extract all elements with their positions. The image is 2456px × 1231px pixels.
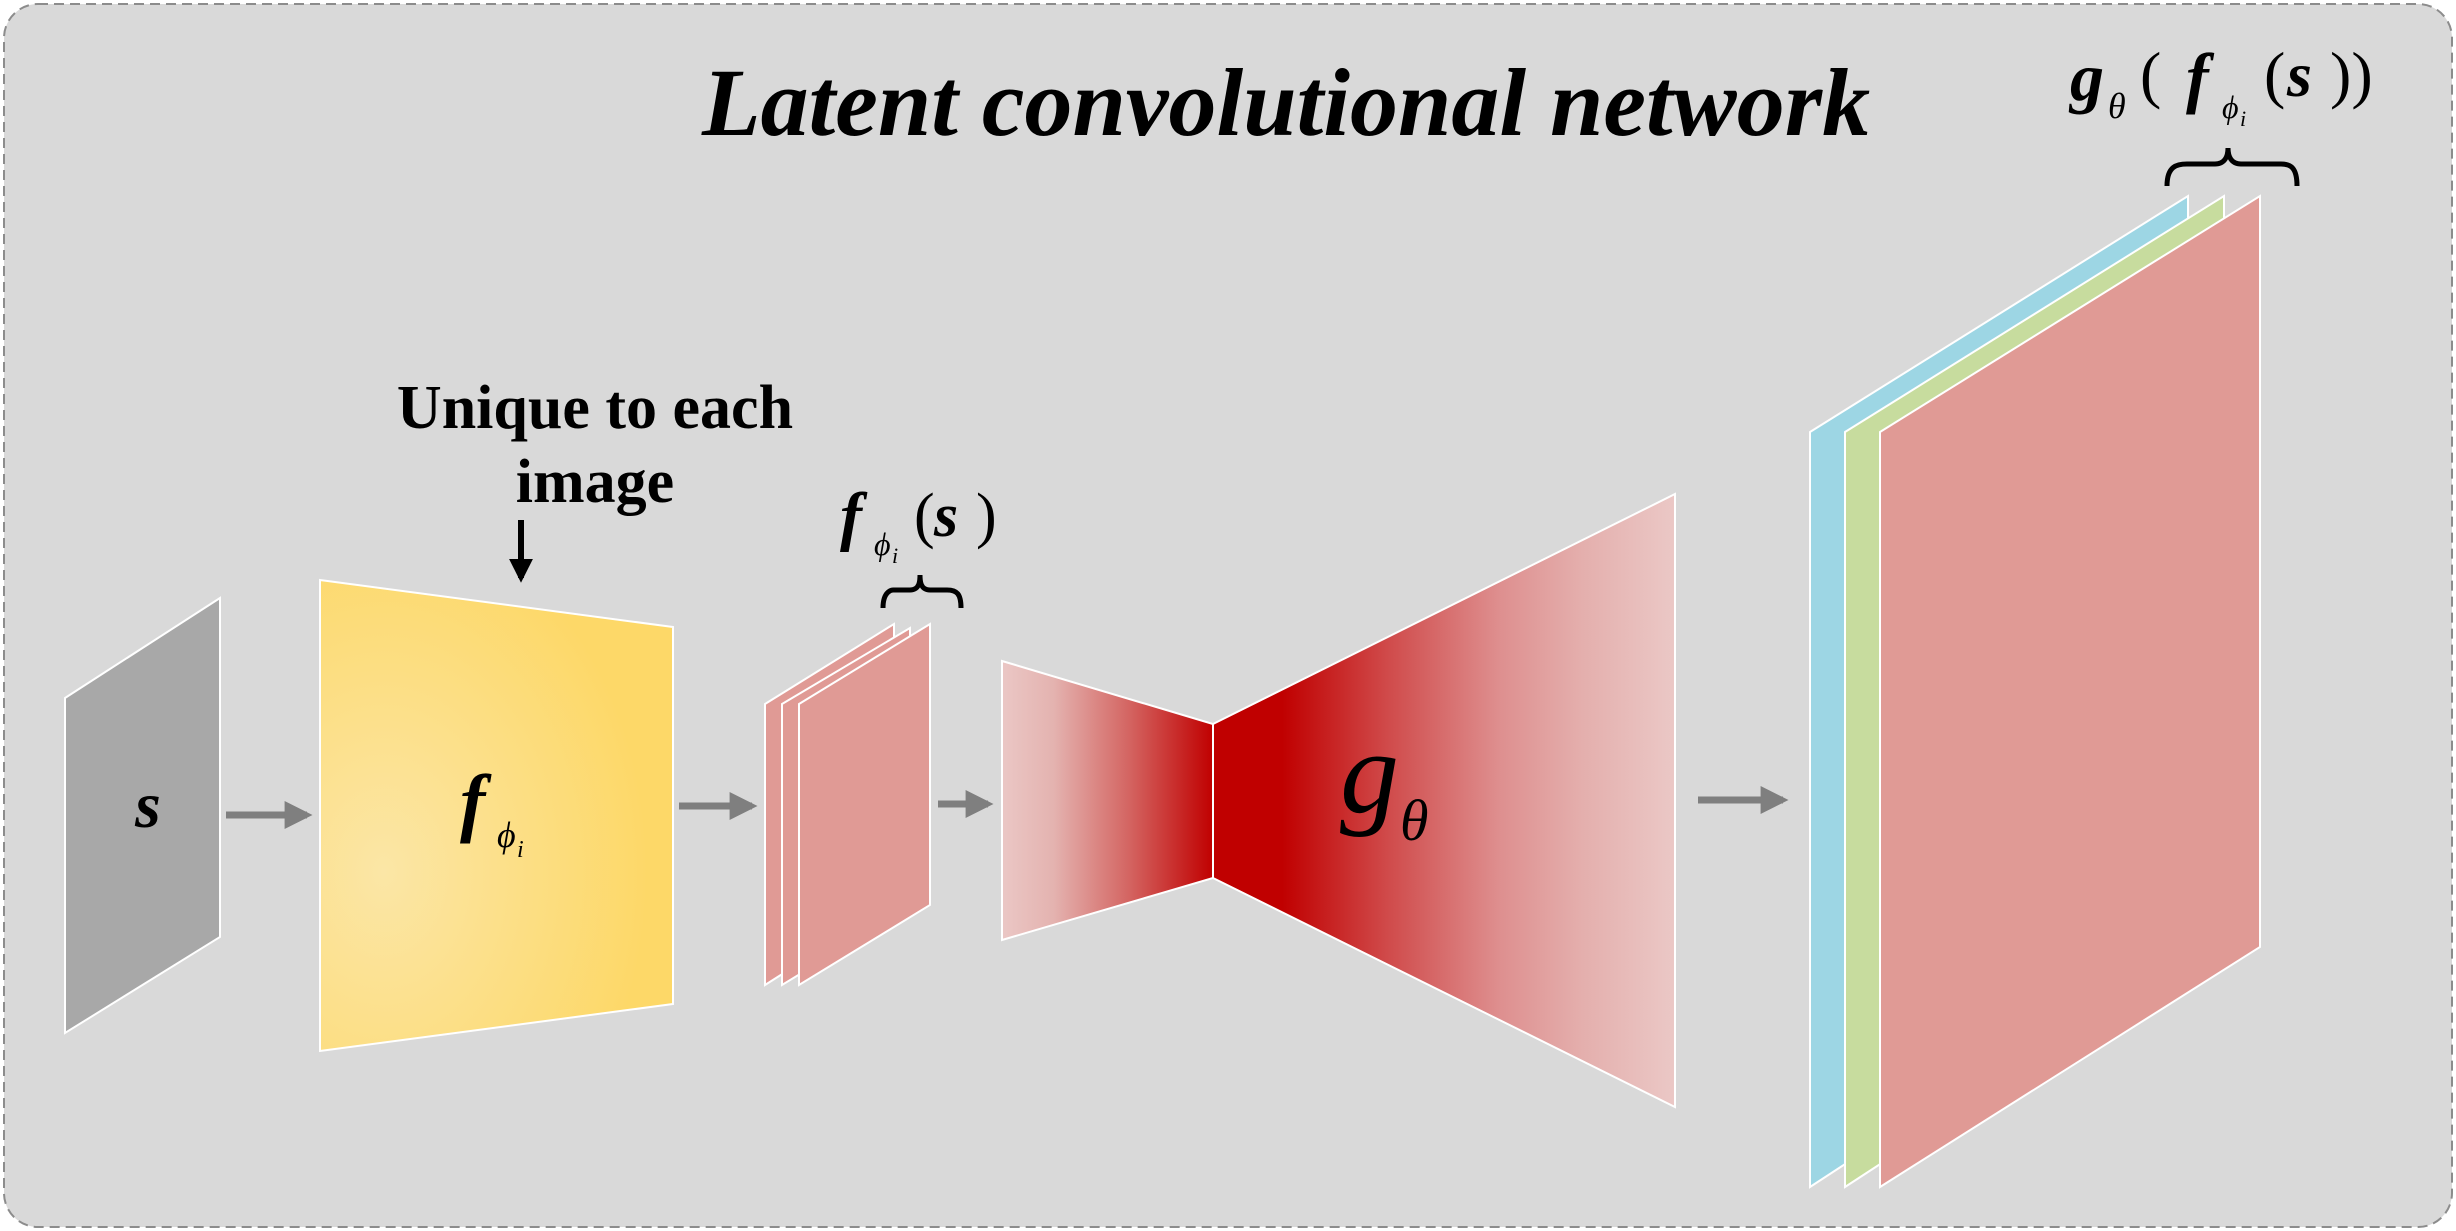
latent-open: (	[914, 482, 935, 550]
output-close: ))	[2330, 39, 2373, 110]
latent-map-front	[798, 622, 931, 987]
generator-symbol: g	[1340, 707, 1399, 838]
encoder-block	[319, 578, 674, 1053]
latent-arg: s	[933, 482, 958, 550]
generator-label: g θ	[1340, 707, 1429, 853]
latent-brace	[880, 574, 964, 609]
output-map-red	[1879, 194, 2261, 1189]
output-label: g θ ( f ϕ i ( s ))	[2068, 39, 2373, 131]
output-g: g	[2068, 39, 2104, 115]
encoder-subscript: ϕ	[497, 815, 516, 855]
output-brace	[2164, 147, 2300, 187]
input-symbol: s	[134, 769, 161, 842]
latent-subsub: i	[892, 543, 898, 568]
annotation-line-1: Unique to each	[397, 374, 793, 442]
latent-close: )	[976, 482, 997, 550]
output-g-sub: θ	[2108, 86, 2126, 126]
annotation-line-2: image	[516, 448, 674, 516]
latent-sub: ϕ	[874, 526, 891, 562]
output-open-1: (	[2140, 39, 2161, 110]
output-open-2: (	[2264, 39, 2285, 110]
output-f-subsub: i	[2240, 106, 2246, 131]
output-arg: s	[2286, 39, 2312, 110]
encoder-subsubscript: i	[517, 837, 524, 863]
generator-subscript: θ	[1400, 788, 1429, 853]
output-f-sub: ϕ	[2222, 89, 2239, 125]
input-panel	[64, 596, 221, 1035]
generator-right	[1212, 492, 1676, 1109]
diagram-title: Latent convolutional network	[701, 49, 1870, 156]
